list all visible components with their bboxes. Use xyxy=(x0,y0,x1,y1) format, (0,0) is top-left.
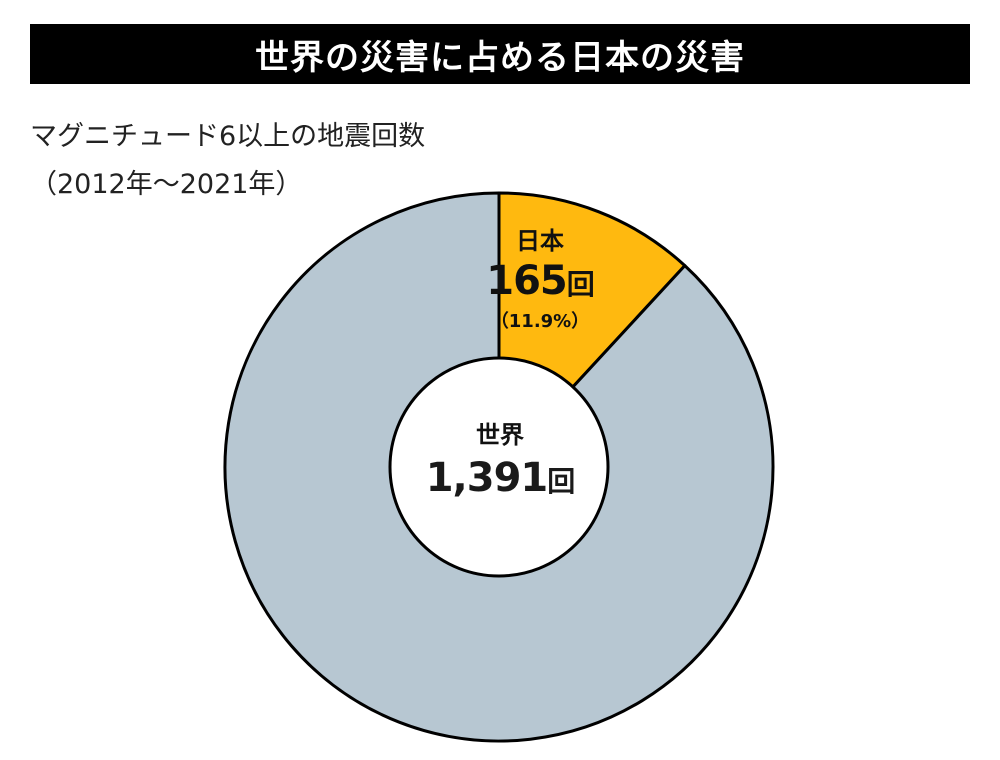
japan-percent: （11.9%） xyxy=(490,311,590,332)
donut-center-hole xyxy=(388,356,610,578)
world-count: 1,391回 xyxy=(420,452,580,508)
japan-slice-label: 日本 165回 （11.9%） xyxy=(480,226,600,334)
chart-title: 世界の災害に占める日本の災害 xyxy=(255,37,745,78)
world-name: 世界 xyxy=(476,421,524,449)
donut-slices xyxy=(223,191,775,743)
chart-subtitle: マグニチュード6以上の地震回数 （2012年〜2021年） xyxy=(30,113,425,209)
world-center-label: 世界 1,391回 xyxy=(420,418,580,508)
title-bar: 世界の災害に占める日本の災害 xyxy=(30,24,970,84)
subtitle-line-2: （2012年〜2021年） xyxy=(30,169,303,200)
world-count-value: 1,391 xyxy=(425,455,549,501)
japan-name: 日本 xyxy=(516,227,564,255)
japan-count: 165回 xyxy=(480,256,600,310)
world-count-unit: 回 xyxy=(547,465,575,498)
japan-count-value: 165 xyxy=(486,258,567,304)
subtitle-line-1: マグニチュード6以上の地震回数 xyxy=(30,121,426,152)
japan-count-unit: 回 xyxy=(566,268,595,301)
